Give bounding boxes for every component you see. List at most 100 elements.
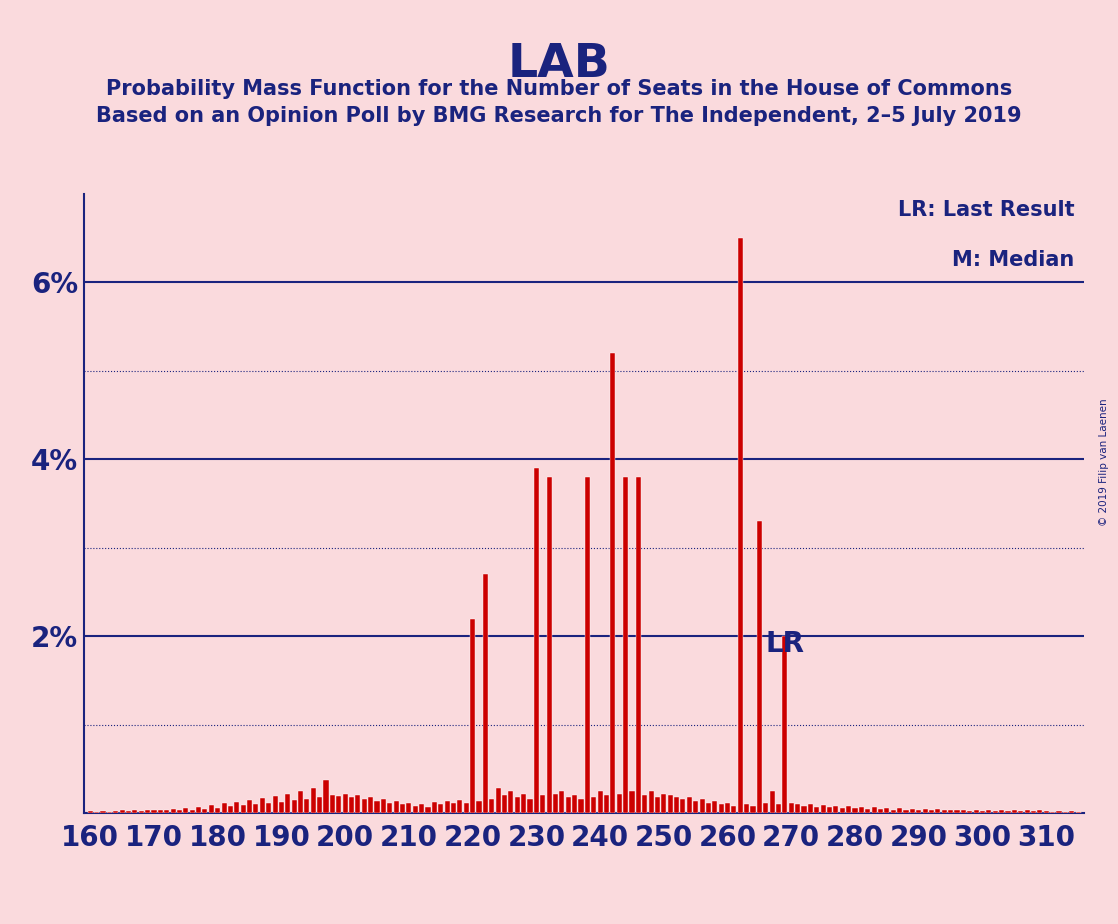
Bar [266, 803, 272, 813]
Bar [330, 796, 335, 813]
Bar [292, 800, 296, 813]
Bar [483, 575, 487, 813]
Bar [113, 811, 119, 813]
Bar [852, 808, 858, 813]
Bar [617, 794, 622, 813]
Bar [235, 802, 239, 813]
Bar [872, 807, 877, 813]
Bar [464, 803, 468, 813]
Bar [240, 805, 246, 813]
Bar [273, 796, 277, 813]
Bar [375, 801, 380, 813]
Bar [209, 805, 214, 813]
Bar [87, 811, 93, 813]
Bar [993, 811, 997, 813]
Bar [476, 801, 482, 813]
Bar [802, 806, 806, 813]
Bar [1018, 811, 1023, 813]
Bar [948, 809, 954, 813]
Bar [547, 477, 551, 813]
Bar [349, 797, 354, 813]
Bar [1038, 810, 1042, 813]
Bar [693, 801, 699, 813]
Bar [495, 788, 501, 813]
Bar [980, 811, 985, 813]
Bar [769, 791, 775, 813]
Bar [151, 810, 157, 813]
Bar [833, 806, 838, 813]
Text: LR: Last Result: LR: Last Result [898, 201, 1074, 220]
Bar [445, 801, 449, 813]
Bar [955, 810, 959, 813]
Bar [342, 794, 348, 813]
Bar [183, 808, 188, 813]
Bar [788, 803, 794, 813]
Bar [215, 808, 220, 813]
Bar [674, 797, 679, 813]
Bar [406, 803, 411, 813]
Bar [1031, 811, 1036, 813]
Bar [1005, 811, 1011, 813]
Bar [457, 800, 463, 813]
Bar [528, 799, 532, 813]
Bar [432, 802, 437, 813]
Bar [285, 794, 291, 813]
Bar [228, 806, 233, 813]
Bar [368, 797, 373, 813]
Bar [636, 477, 641, 813]
Bar [750, 806, 756, 813]
Bar [986, 810, 992, 813]
Bar [337, 796, 341, 813]
Bar [247, 800, 252, 813]
Bar [540, 796, 546, 813]
Bar [661, 794, 666, 813]
Text: Probability Mass Function for the Number of Seats in the House of Commons: Probability Mass Function for the Number… [106, 79, 1012, 99]
Bar [553, 794, 558, 813]
Bar [1044, 811, 1049, 813]
Bar [967, 811, 973, 813]
Bar [597, 791, 603, 813]
Bar [821, 805, 826, 813]
Bar [514, 797, 520, 813]
Bar [356, 796, 360, 813]
Bar [884, 808, 890, 813]
Bar [738, 238, 742, 813]
Bar [745, 804, 749, 813]
Bar [705, 803, 711, 813]
Bar [936, 808, 940, 813]
Bar [426, 807, 430, 813]
Bar [278, 802, 284, 813]
Bar [667, 796, 673, 813]
Bar [757, 521, 762, 813]
Bar [878, 808, 883, 813]
Bar [648, 791, 654, 813]
Bar [642, 796, 647, 813]
Bar [827, 807, 832, 813]
Bar [960, 809, 966, 813]
Bar [394, 801, 399, 813]
Bar [610, 353, 615, 813]
Bar [177, 810, 182, 813]
Bar [221, 803, 227, 813]
Bar [158, 809, 163, 813]
Bar [929, 810, 934, 813]
Bar [438, 804, 444, 813]
Bar [865, 808, 870, 813]
Bar [974, 810, 978, 813]
Bar [897, 808, 902, 813]
Bar [776, 804, 781, 813]
Bar [891, 809, 896, 813]
Bar [164, 810, 169, 813]
Bar [502, 796, 508, 813]
Bar [910, 808, 915, 813]
Bar [566, 797, 571, 813]
Bar [101, 811, 105, 813]
Bar [126, 811, 131, 813]
Bar [381, 799, 386, 813]
Bar [578, 799, 584, 813]
Bar [139, 811, 144, 813]
Bar [846, 806, 851, 813]
Bar [190, 809, 195, 813]
Bar [509, 791, 513, 813]
Bar [808, 804, 813, 813]
